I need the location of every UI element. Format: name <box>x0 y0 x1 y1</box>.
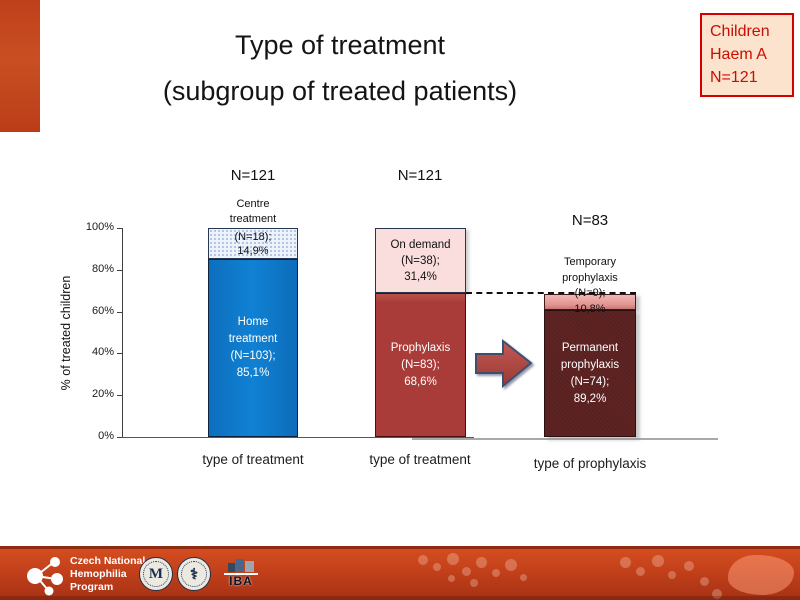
bar1-n-label: N=121 <box>230 167 276 184</box>
medical-seal-glyph: ⚕ <box>189 566 199 583</box>
y-tick-label-80: 80% <box>91 263 114 275</box>
decor-dot <box>712 589 722 599</box>
decor-dot <box>448 575 455 582</box>
bar1-main-line-3: (N=103); <box>230 350 276 362</box>
bar3-caption-line-2: prophylaxis <box>562 271 618 284</box>
bar1-main-line-2: treatment <box>228 333 278 345</box>
bar1-top-line-2: 14,9% <box>237 244 269 257</box>
y-axis-title: % of treated children <box>59 275 73 391</box>
bar2-top-line-2: (N=38); <box>401 254 440 267</box>
bar3-caption-line-1: Temporary <box>564 256 616 268</box>
bar1-caption-line-2: treatment <box>229 213 277 225</box>
title-line-1: Type of treatment <box>234 30 446 60</box>
bar2-segment-prophylaxis: Prophylaxis (N=83); 68,6% <box>375 293 466 437</box>
czech-map-decor <box>728 555 794 595</box>
bar3-x-label: type of prophylaxis <box>533 456 647 471</box>
right-arrow-icon <box>473 337 537 393</box>
x-axis-line-secondary <box>412 438 718 440</box>
decor-dot <box>700 577 709 586</box>
bar3-segment-temporary-prophylaxis <box>544 294 636 310</box>
decor-dot <box>470 579 478 587</box>
bar3-main-line-3: (N=74); <box>570 375 610 388</box>
title-line-2: (subgroup of treated patients) <box>162 76 518 106</box>
bar2-x-label: type of treatment <box>369 452 471 467</box>
footer-band: Czech National Hemophilia Program M ⚕ IB… <box>0 546 800 600</box>
bar3-n-label: N=83 <box>571 212 609 229</box>
bar2-n-label: N=121 <box>397 167 443 184</box>
bar1-top-line-1: (N=18); <box>234 230 272 243</box>
bar1-segment-centre-treatment: (N=18); 14,9% <box>208 228 298 259</box>
decor-dot <box>447 553 459 565</box>
bar3-top-segment-caption: Temporary prophylaxis (N=9); 10,8% <box>530 255 650 317</box>
x-axis-line <box>122 437 474 438</box>
badge-line-3: N=121 <box>710 69 758 86</box>
bar3-main-line-2: prophylaxis <box>560 358 620 371</box>
bar2-main-line-1: Prophylaxis <box>390 341 451 354</box>
y-tick-label-100: 100% <box>85 221 114 233</box>
y-tick-100 <box>117 228 122 229</box>
program-name-line-2: Hemophilia <box>70 568 127 580</box>
bar3-caption-line-3: (N=9); <box>574 287 606 299</box>
y-tick-80 <box>117 270 122 271</box>
bar2-top-line-1: On demand <box>390 238 451 251</box>
badge-line-1: Children <box>710 23 770 40</box>
decor-dot <box>476 557 487 568</box>
page-title: Type of treatment (subgroup of treated p… <box>70 22 610 114</box>
decor-dot <box>652 555 664 567</box>
y-tick-label-60: 60% <box>91 305 114 317</box>
iba-squares-icon <box>222 558 260 572</box>
y-tick-label-0: 0% <box>98 430 114 442</box>
iba-logo: IBA <box>222 558 260 588</box>
population-badge: Children Haem A N=121 <box>700 13 794 97</box>
decor-dot <box>462 567 471 576</box>
iba-label: IBA <box>229 574 253 588</box>
university-seal-glyph: M <box>148 565 164 582</box>
decor-dot <box>668 571 676 579</box>
bar1-caption-line-1: Centre <box>236 198 270 210</box>
y-tick-40 <box>117 353 122 354</box>
bar1-top-segment-caption: Centre treatment <box>193 197 313 227</box>
bar3-main-line-1: Permanent <box>561 341 619 354</box>
decor-dot <box>684 561 694 571</box>
badge-line-2: Haem A <box>710 46 767 63</box>
iba-underline <box>224 573 258 575</box>
y-axis-line <box>122 228 123 438</box>
medical-seal-icon: ⚕ <box>177 557 211 591</box>
decor-dot <box>636 567 645 576</box>
y-tick-20 <box>117 395 122 396</box>
bar1-main-line-4: 85,1% <box>236 367 270 379</box>
bar1-main-line-1: Home <box>237 316 269 328</box>
y-tick-60 <box>117 312 122 313</box>
program-name-line-1: Czech National <box>70 555 146 567</box>
decor-dot <box>418 555 428 565</box>
university-seal-icon: M <box>139 557 173 591</box>
y-tick-0 <box>117 437 122 438</box>
decor-dot <box>433 563 441 571</box>
bar1-x-label: type of treatment <box>202 452 304 467</box>
bar1-segment-home-treatment: Home treatment (N=103); 85,1% <box>208 259 298 437</box>
decor-dot <box>520 574 527 581</box>
bar3-caption-line-4: 10,8% <box>574 302 606 315</box>
program-name: Czech National Hemophilia Program <box>70 555 145 594</box>
accent-bar <box>0 0 40 132</box>
bar2-segment-on-demand: On demand (N=38); 31,4% <box>375 228 466 293</box>
bar3-main-line-4: 89,2% <box>573 392 607 405</box>
decor-dot <box>505 559 517 571</box>
bar2-main-line-3: 68,6% <box>404 375 437 388</box>
decor-dot <box>620 557 631 568</box>
bar3-segment-permanent-prophylaxis: Permanent prophylaxis (N=74); 89,2% <box>544 310 636 437</box>
decor-dot <box>492 569 500 577</box>
bar2-main-line-2: (N=83); <box>401 358 440 371</box>
program-name-line-3: Program <box>70 581 114 593</box>
bar2-top-line-3: 31,4% <box>404 270 437 283</box>
y-tick-label-20: 20% <box>91 388 114 400</box>
dashed-connector-line <box>466 292 636 294</box>
cnhp-molecule-icon <box>24 552 70 600</box>
y-tick-label-40: 40% <box>91 346 114 358</box>
